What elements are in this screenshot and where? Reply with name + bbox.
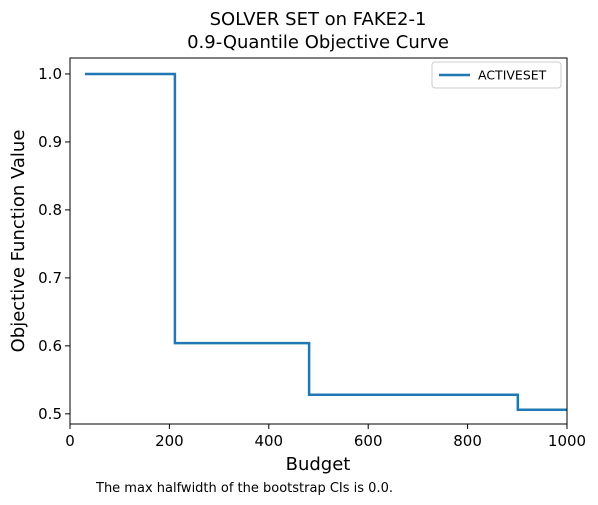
- bootstrap-ci-note: The max halfwidth of the bootstrap CIs i…: [95, 481, 393, 496]
- plot-area: [70, 58, 567, 424]
- legend-box: [431, 61, 562, 89]
- x-tick-label: 400: [254, 432, 283, 450]
- x-axis-label: Budget: [286, 454, 351, 475]
- y-tick-label: 0.9: [38, 133, 62, 151]
- y-tick-label: 0.8: [38, 201, 62, 219]
- legend-label-activeset: ACTIVESET: [478, 68, 547, 83]
- x-tick-label: 1000: [548, 432, 586, 450]
- y-axis-label: Objective Function Value: [8, 130, 29, 353]
- y-axis-ticks: 0.5 0.6 0.7 0.8 0.9 1.0: [38, 65, 70, 423]
- x-tick-label: 800: [453, 432, 482, 450]
- y-tick-label: 0.5: [38, 405, 62, 423]
- series-layer: [84, 72, 567, 411]
- y-tick-label: 0.6: [38, 337, 62, 355]
- plot-frame: [69, 57, 568, 425]
- x-tick-label: 200: [155, 432, 184, 450]
- x-tick-label: 0: [65, 432, 75, 450]
- series-line-activeset: [84, 72, 567, 411]
- y-tick-label: 1.0: [38, 65, 62, 83]
- chart-title-line1: SOLVER SET on FAKE2-1: [210, 9, 427, 30]
- x-tick-label: 600: [354, 432, 383, 450]
- x-axis-ticks: 0 200 400 600 800 1000: [65, 424, 586, 450]
- legend: ACTIVESET: [431, 61, 562, 89]
- chart-title-line2: 0.9-Quantile Objective Curve: [187, 32, 449, 53]
- y-tick-label: 0.7: [38, 269, 62, 287]
